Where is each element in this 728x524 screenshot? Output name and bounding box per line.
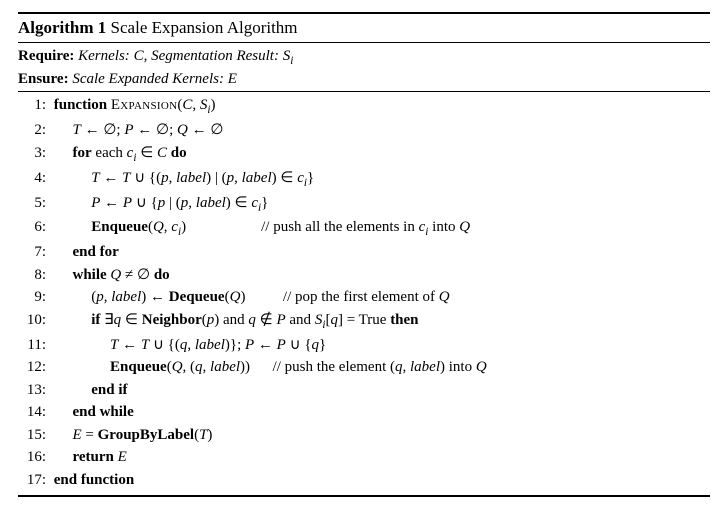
algorithm-box: Algorithm 1 Scale Expansion Algorithm Re…	[18, 12, 710, 497]
algo-line: 6: Enqueue(Q, ci) // push all the elemen…	[18, 216, 710, 241]
algo-line: 2: T ← ∅; P ← ∅; Q ← ∅	[18, 119, 710, 142]
algorithm-body: 1: function Expansion(C, Si) 2: T ← ∅; P…	[18, 92, 710, 495]
line-body: while Q ≠ ∅ do	[50, 264, 710, 287]
line-body: for each ci ∈ C do	[50, 142, 710, 167]
line-number: 11:	[18, 334, 50, 357]
line-number: 13:	[18, 379, 50, 402]
line-body: end function	[50, 469, 710, 492]
algo-line: 1: function Expansion(C, Si)	[18, 94, 710, 119]
algo-line: 12: Enqueue(Q, (q, label)) // push the e…	[18, 356, 710, 379]
line-body: function Expansion(C, Si)	[50, 94, 710, 119]
line-body: end while	[50, 401, 710, 424]
line-body: E = GroupByLabel(T)	[50, 424, 710, 447]
algo-line: 9: (p, label) ← Dequeue(Q) // pop the fi…	[18, 286, 710, 309]
line-number: 8:	[18, 264, 50, 287]
line-body: Enqueue(Q, (q, label)) // push the eleme…	[50, 356, 710, 379]
line-body: (p, label) ← Dequeue(Q) // pop the first…	[50, 286, 710, 309]
line-number: 10:	[18, 309, 50, 332]
algo-line: 5: P ← P ∪ {p | (p, label) ∈ ci}	[18, 192, 710, 217]
algo-line: 17: end function	[18, 469, 710, 492]
line-body: end if	[50, 379, 710, 402]
require-text: Kernels: C, Segmentation Result: Si	[78, 48, 293, 64]
line-number: 17:	[18, 469, 50, 492]
line-body: T ← T ∪ {(p, label) | (p, label) ∈ ci}	[50, 167, 710, 192]
line-number: 1:	[18, 94, 50, 117]
algo-line: 7: end for	[18, 241, 710, 264]
line-number: 12:	[18, 356, 50, 379]
line-number: 2:	[18, 119, 50, 142]
require-label: Require:	[18, 48, 74, 64]
ensure-text: Scale Expanded Kernels: E	[72, 71, 237, 87]
algo-line: 4: T ← T ∪ {(p, label) | (p, label) ∈ ci…	[18, 167, 710, 192]
require-ensure-block: Require: Kernels: C, Segmentation Result…	[18, 43, 710, 92]
algo-line: 8: while Q ≠ ∅ do	[18, 264, 710, 287]
algo-line: 14: end while	[18, 401, 710, 424]
line-number: 6:	[18, 216, 50, 239]
line-number: 7:	[18, 241, 50, 264]
line-number: 15:	[18, 424, 50, 447]
algo-line: 11: T ← T ∪ {(q, label)}; P ← P ∪ {q}	[18, 334, 710, 357]
algorithm-number: Algorithm 1	[18, 18, 106, 37]
line-body: return E	[50, 446, 710, 469]
line-number: 9:	[18, 286, 50, 309]
line-body: P ← P ∪ {p | (p, label) ∈ ci}	[50, 192, 710, 217]
line-body: end for	[50, 241, 710, 264]
line-number: 14:	[18, 401, 50, 424]
algo-line: 10: if ∃q ∈ Neighbor(p) and q ∉ P and Si…	[18, 309, 710, 334]
line-number: 4:	[18, 167, 50, 190]
algo-line: 13: end if	[18, 379, 710, 402]
ensure-label: Ensure:	[18, 71, 69, 87]
require-line: Require: Kernels: C, Segmentation Result…	[18, 46, 710, 69]
line-number: 16:	[18, 446, 50, 469]
line-number: 5:	[18, 192, 50, 215]
algorithm-title: Scale Expansion Algorithm	[111, 18, 298, 37]
line-number: 3:	[18, 142, 50, 165]
line-body: T ← T ∪ {(q, label)}; P ← P ∪ {q}	[50, 334, 710, 357]
algorithm-title-row: Algorithm 1 Scale Expansion Algorithm	[18, 14, 710, 43]
ensure-line: Ensure: Scale Expanded Kernels: E	[18, 69, 710, 89]
algo-line: 16: return E	[18, 446, 710, 469]
line-body: Enqueue(Q, ci) // push all the elements …	[50, 216, 710, 241]
line-body: if ∃q ∈ Neighbor(p) and q ∉ P and Si[q] …	[50, 309, 710, 334]
algo-line: 3: for each ci ∈ C do	[18, 142, 710, 167]
algo-line: 15: E = GroupByLabel(T)	[18, 424, 710, 447]
line-body: T ← ∅; P ← ∅; Q ← ∅	[50, 119, 710, 142]
